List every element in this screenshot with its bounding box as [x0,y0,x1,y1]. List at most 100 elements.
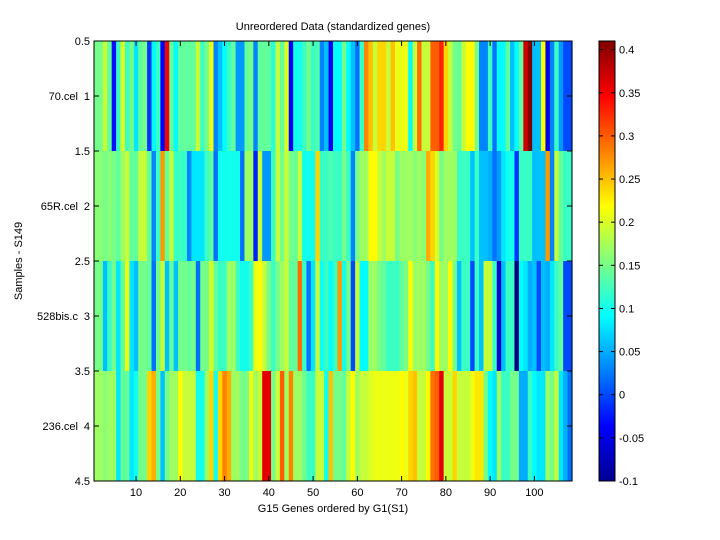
heatmap-cell [483,151,489,261]
heatmap-cell [399,261,405,371]
heatmap-cell [541,261,547,371]
heatmap-cell [386,371,392,481]
heatmap-cell [253,371,259,481]
heatmap-cell [527,261,533,371]
heatmap-cell [368,261,374,371]
heatmap-cell [169,41,175,151]
heatmap-cell [443,41,449,151]
heatmap-cell [496,371,502,481]
heatmap-cell [430,371,436,481]
heatmap-cell [102,261,108,371]
heatmap-cell [279,371,285,481]
heatmap-cell [293,41,299,151]
x-axis-ticks: 10 20 30 40 50 60 70 80 90 100 [130,41,544,499]
heatmap-cell [271,41,277,151]
heatmap-cell [111,371,117,481]
heatmap-cell [310,151,316,261]
heatmap-cell [124,371,131,481]
heatmap-cell [191,261,197,371]
heatmap-cell [275,41,281,151]
heatmap-cell [217,261,223,371]
heatmap-cell [155,151,161,261]
x-tick-label: 40 [263,487,275,499]
heatmap-cell [474,41,480,151]
heatmap-cell [302,151,308,261]
heatmap-cell [209,41,215,151]
heatmap-cell [240,261,246,371]
heatmap-cell [138,261,144,371]
heatmap-cell [474,261,480,371]
y-tick-label: 2.5 [75,256,90,268]
heatmap-cell [235,371,241,481]
heatmap-cell [465,371,471,481]
y-tick-label: 1.5 [75,146,90,158]
heatmap-cell [226,41,232,151]
heatmap-cell [390,371,396,481]
heatmap-cell [558,371,564,481]
heatmap-cell [186,41,192,151]
heatmap-cell [412,261,418,371]
heatmap-cell [235,151,241,261]
heatmap-cell [386,41,392,151]
heatmap-cell [501,151,507,261]
heatmap-cell [523,371,529,481]
heatmap-cell [129,41,135,151]
heatmap-cell [496,261,502,371]
heatmap-cell [532,371,538,481]
heatmap-cell [461,261,467,371]
heatmap-cell [271,261,277,371]
heatmap-cell [518,41,524,151]
heatmap-cell [492,151,498,261]
heatmap-cell [164,371,170,481]
heatmap-cell [417,151,423,261]
heatmap-cell [421,41,427,151]
y-axis-label: Samples - S149 [13,222,25,300]
heatmap-cell [359,41,365,151]
heatmap-cell [483,41,489,151]
heatmap-cell [443,261,449,371]
heatmap-cell [248,151,254,261]
heatmap-cell [363,371,370,481]
heatmap-cell [408,41,414,151]
heatmap-cell [200,261,206,371]
heatmap-cell [541,151,547,261]
heatmap-cell [510,261,516,371]
heatmap-cell [386,261,392,371]
heatmap-cell [452,41,458,151]
heatmap-cell [98,41,104,151]
heatmap-cell [399,371,405,481]
heatmap-cell [350,261,356,371]
heatmap-cell [558,151,564,261]
heatmap-cell [355,371,361,481]
heatmap-cell [541,371,547,481]
heatmap-cell [527,41,533,151]
heatmap-cell [209,261,215,371]
colorbar-tick-label: 0.15 [619,260,640,272]
heatmap-cell [359,261,365,371]
heatmap-cell [266,371,272,481]
colorbar-ticks: -0.1 -0.05 0 0.05 0.1 0.15 0.2 0.25 0.3 0.35 0.4 [599,45,644,488]
heatmap-cell [372,41,378,151]
heatmap-cell [319,151,325,261]
heatmap-cell [403,41,409,151]
heatmap-cell [164,151,170,261]
heatmap-cell [363,261,370,371]
heatmap-cell [213,371,219,481]
heatmap-cell [563,261,569,371]
heatmap-cell [186,261,192,371]
x-tick-label: 100 [525,487,543,499]
heatmap-cell [434,261,440,371]
heatmap-cell [434,41,440,151]
heatmap-cell [456,41,462,151]
heatmap-cell [549,151,555,261]
heatmap-cell [186,371,192,481]
heatmap-cell [554,371,560,481]
heatmap-cell [310,41,316,151]
heatmap-cell [368,371,374,481]
heatmap-cell [448,41,454,151]
y-tick-label: 0.5 [75,36,90,48]
heatmap-cell [226,151,232,261]
heatmap-cell [394,371,400,481]
